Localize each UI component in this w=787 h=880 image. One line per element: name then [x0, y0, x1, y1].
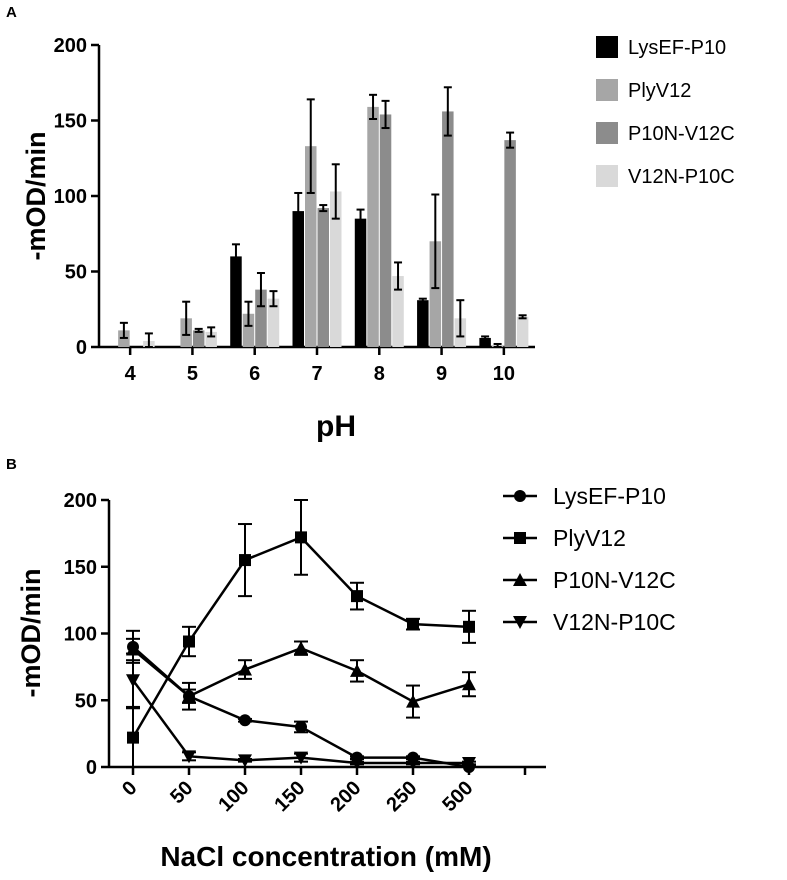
panel-b-x-tick-label: 150 [270, 777, 309, 816]
panel-a-bar [379, 114, 392, 348]
panel-b-legend-marker [514, 532, 526, 544]
panel-b-x-tick-label: 500 [438, 777, 477, 816]
panel-a-bar [367, 106, 379, 347]
panel-a-y-tick-label: 150 [54, 111, 87, 133]
panel-b-point [126, 674, 140, 688]
panel-b-point [406, 694, 420, 708]
panel-a-bar [330, 191, 342, 347]
panel-a-legend-label: P10N-V12C [628, 123, 735, 145]
panel-a-bar [230, 256, 242, 347]
panel-a-bar [305, 146, 317, 347]
panel-a-x-axis-title: pH [316, 410, 356, 443]
panel-b-x-tick-label: 250 [382, 777, 421, 816]
panel-a-legend-label: PlyV12 [628, 80, 691, 102]
panel-b-chart: 0 50 100 150 200 0 50 100 150 200 250 500 LysEF-P10 P… [64, 483, 676, 816]
panel-a-x-tick-label: 6 [249, 363, 260, 385]
panel-b-point [351, 590, 363, 603]
panel-a-y-tick-label: 50 [65, 262, 87, 284]
panel-b-point [238, 662, 252, 676]
panel-a-bar [354, 218, 367, 347]
panel-a-bar [429, 241, 442, 347]
panel-a-y-tick-label: 200 [54, 35, 87, 57]
panel-b-x-tick-label: 50 [166, 777, 197, 808]
panel-b-point [406, 756, 420, 770]
panel-b-y-tick-label: 0 [86, 757, 97, 779]
panel-b-legend-marker [513, 573, 527, 586]
panel-b-legend-label: PlyV12 [553, 525, 626, 551]
panel-b-y-tick-label: 50 [75, 690, 97, 712]
panel-b-point [462, 677, 476, 691]
panel-b-point [463, 620, 475, 633]
panel-a-x-tick-label: 5 [187, 363, 198, 385]
panel-a-bar [479, 337, 491, 347]
panel-a-legend-label: V12N-P10C [628, 166, 735, 188]
panel-a-bar [205, 331, 217, 347]
panel-b-point [183, 635, 195, 648]
panel-a-y-axis-title: -mOD/min [21, 131, 51, 260]
panel-b-point [182, 750, 196, 764]
panel-b-point [239, 554, 251, 567]
panel-a-bar [504, 140, 516, 347]
panel-b-legend-marker [514, 490, 526, 502]
panel-b-y-tick-label: 200 [64, 490, 97, 512]
panel-b-point [127, 731, 139, 744]
panel-b-point [295, 720, 307, 733]
panel-b-point [350, 663, 364, 677]
panel-a-legend-swatch [596, 36, 618, 58]
panel-b-x-axis-title: NaCl concentration (mM) [160, 841, 491, 872]
panel-a-legend-swatch [596, 122, 618, 144]
panel-b-point [294, 751, 308, 765]
panel-a-x-tick-label: 9 [436, 363, 447, 385]
panel-b-legend-label: LysEF-P10 [553, 483, 666, 509]
panel-a-x-tick-label: 8 [374, 363, 385, 385]
panel-b-legend-label: V12N-P10C [553, 609, 676, 635]
panel-b-point [126, 642, 140, 656]
panel-b-point [462, 756, 476, 770]
panel-b-point [238, 754, 252, 768]
panel-b-legend-label: P10N-V12C [553, 567, 676, 593]
panel-a-legend-label: LysEF-P10 [628, 37, 726, 59]
panel-a-bar [267, 298, 280, 347]
panel-a-legend-swatch [596, 165, 618, 187]
panel-b-x-tick-label: 100 [214, 777, 253, 816]
panel-b-y-axis-title: -mOD/min [16, 568, 46, 697]
panel-b-point [350, 756, 364, 770]
panel-a-bar [255, 289, 267, 347]
panel-a-label: A [6, 4, 17, 21]
panel-a-bar [317, 208, 329, 347]
panel-b-point [294, 641, 308, 655]
panel-b-point [407, 618, 419, 631]
panel-b-x-tick-label: 200 [326, 777, 365, 816]
panel-a-y-tick-label: 100 [54, 186, 87, 208]
panel-a-bar [292, 211, 304, 347]
panel-a-bar [442, 111, 454, 347]
panel-b-y-tick-label: 100 [64, 624, 97, 646]
panel-a-bar [417, 300, 429, 347]
panel-a-x-tick-label: 10 [493, 363, 515, 385]
panel-b-label: B [6, 456, 17, 473]
panel-a-bar [192, 330, 205, 347]
panel-b-point [295, 531, 307, 544]
panel-b-point [182, 689, 196, 703]
panel-a-bar [242, 313, 255, 347]
panel-a-bar [516, 316, 529, 347]
panel-b-x-tick-label: 0 [118, 777, 141, 800]
panel-a-x-tick-label: 4 [125, 363, 137, 385]
panel-a-x-tick-label: 7 [311, 363, 322, 385]
panel-a-y-tick-label: 0 [76, 337, 87, 359]
panel-b-point [239, 714, 251, 727]
panel-b-y-tick-label: 150 [64, 557, 97, 579]
panel-a-bar [392, 276, 404, 347]
panel-a-chart: 0 50 100 150 200 4 5 6 7 8 9 10 LysEF-P10 PlyV12 P10N-… [54, 35, 735, 385]
panel-b-legend-marker [513, 616, 527, 629]
panel-a-legend-swatch [596, 79, 618, 101]
